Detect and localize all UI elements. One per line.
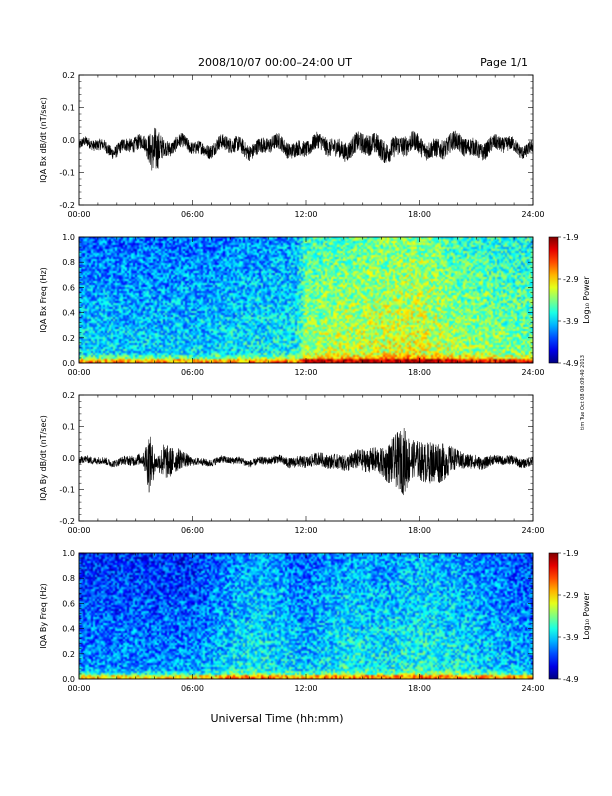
x-tick-label: 12:00 xyxy=(294,684,317,693)
y-axis-label: IQA By Freq (Hz) xyxy=(39,583,48,649)
colorbar xyxy=(548,552,559,680)
y-tick-label: 0.2 xyxy=(62,71,75,80)
series-line xyxy=(78,127,534,171)
panel-1: 00:00 06:00 12:00 18:00 24:00 -0.2 -0.1 0.0 0.1 0… xyxy=(39,71,545,219)
x-tick-label: 18:00 xyxy=(408,526,431,535)
y-tick-label: 0.2 xyxy=(62,391,75,400)
y-tick-label: 1.0 xyxy=(62,549,75,558)
x-axis-label: Universal Time (hh:mm) xyxy=(211,712,344,725)
colorbar-tick-label: -3.9 xyxy=(563,317,579,326)
y-axis-label: IQA Bx dB/dt (nT/sec) xyxy=(39,97,48,183)
y-tick-label: -0.2 xyxy=(59,517,75,526)
y-tick-label: 0.6 xyxy=(62,283,75,292)
x-tick-label: 18:00 xyxy=(408,684,431,693)
colorbar-label: Log₁₀ Power xyxy=(582,592,591,640)
side-stamp: tim Tue Oct 08 08:09:40 2013 xyxy=(580,355,586,430)
y-tick-label: 0.1 xyxy=(62,423,75,432)
x-tick-label: 24:00 xyxy=(521,210,544,219)
y-axis-label: IQA By dB/dt (nT/sec) xyxy=(39,415,48,501)
x-tick-label: 06:00 xyxy=(181,210,204,219)
x-tick-label: 06:00 xyxy=(181,684,204,693)
page-label: Page 1/1 xyxy=(480,56,528,69)
y-tick-label: -0.1 xyxy=(59,486,75,495)
x-tick-label: 06:00 xyxy=(181,526,204,535)
y-tick-label: 0.0 xyxy=(62,359,75,368)
panel-3: 00:00 06:00 12:00 18:00 24:00 -0.2 -0.1 0.0 0.1 0… xyxy=(39,391,545,535)
plot-frame xyxy=(78,74,534,206)
colorbar-tick-label: -4.9 xyxy=(563,359,579,368)
x-tick-label: 00:00 xyxy=(67,684,90,693)
y-tick-label: 0.0 xyxy=(62,454,75,463)
spectrogram-image xyxy=(79,237,533,363)
y-tick-label: 0.6 xyxy=(62,599,75,608)
colorbar-tick-label: -2.9 xyxy=(563,591,579,600)
y-tick-label: 1.0 xyxy=(62,233,75,242)
y-axis-label: IQA Bx Freq (Hz) xyxy=(39,267,48,333)
colorbar-tick-label: -1.9 xyxy=(563,549,579,558)
colorbar-tick-label: -4.9 xyxy=(563,675,579,684)
y-tick-label: 0.0 xyxy=(62,136,75,145)
y-tick-label: -0.1 xyxy=(59,169,75,178)
x-tick-label: 24:00 xyxy=(521,526,544,535)
y-tick-label: 0.4 xyxy=(62,309,75,318)
x-tick-label: 12:00 xyxy=(294,210,317,219)
panels: 00:00 06:00 12:00 18:00 24:00 -0.2 -0.1 0.0 0.1 0… xyxy=(39,71,591,693)
spectrogram-image xyxy=(79,553,533,679)
x-tick-label: 24:00 xyxy=(521,368,544,377)
y-tick-label: 0.0 xyxy=(62,675,75,684)
panel-4: -1.9 -2.9 -3.9 -4.9 Log₁₀ Power 00:00 06:00 12:… xyxy=(39,549,591,693)
colorbar-label: Log₁₀ Power xyxy=(582,276,591,324)
x-tick-label: 24:00 xyxy=(521,684,544,693)
y-tick-label: 0.2 xyxy=(62,650,75,659)
series-line xyxy=(78,428,534,496)
x-tick-label: 18:00 xyxy=(408,210,431,219)
figure-title: 2008/10/07 00:00–24:00 UT xyxy=(198,56,352,69)
y-tick-label: -0.2 xyxy=(59,201,75,210)
colorbar-tick-label: -3.9 xyxy=(563,633,579,642)
panel-2: -1.9 -2.9 -3.9 -4.9 Log₁₀ Power 00:00 06:00 12:… xyxy=(39,233,591,377)
x-tick-label: 12:00 xyxy=(294,368,317,377)
colorbar-tick-label: -2.9 xyxy=(563,275,579,284)
x-tick-label: 00:00 xyxy=(67,368,90,377)
y-tick-label: 0.4 xyxy=(62,625,75,634)
x-tick-label: 12:00 xyxy=(294,526,317,535)
x-tick-label: 00:00 xyxy=(67,210,90,219)
y-tick-label: 0.8 xyxy=(62,258,75,267)
y-tick-label: 0.8 xyxy=(62,574,75,583)
x-tick-label: 06:00 xyxy=(181,368,204,377)
colorbar-tick-label: -1.9 xyxy=(563,233,579,242)
colorbar xyxy=(548,236,559,364)
x-tick-label: 18:00 xyxy=(408,368,431,377)
x-tick-label: 00:00 xyxy=(67,526,90,535)
y-tick-label: 0.1 xyxy=(62,104,75,113)
y-tick-label: 0.2 xyxy=(62,334,75,343)
